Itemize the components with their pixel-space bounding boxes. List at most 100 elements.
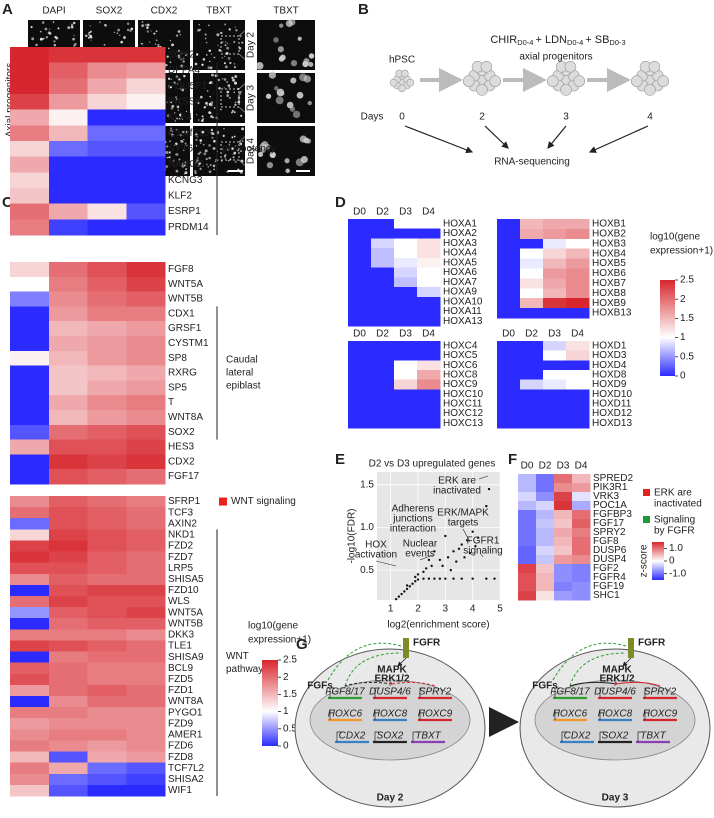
nucleus-spot	[224, 78, 227, 81]
heatmap-cell	[554, 501, 572, 510]
heatmap-cell	[348, 268, 371, 278]
heatmap-cell	[417, 248, 440, 258]
nucleus-spot	[228, 28, 230, 30]
annotation: activation	[355, 550, 397, 561]
heatmap-cell	[572, 537, 590, 546]
heatmap-cell	[10, 219, 49, 235]
row-label: SHISA2	[168, 774, 204, 785]
row-label: SOX2	[168, 49, 195, 60]
heatmap-cell	[543, 269, 566, 279]
nucleus-spot	[201, 119, 204, 122]
cell-cluster	[477, 84, 488, 95]
nucleus-spot	[225, 41, 226, 42]
heatmap-cell	[126, 157, 165, 173]
day-number: 3	[563, 112, 569, 123]
panel-letter: E	[335, 451, 345, 468]
heatmap-cell	[371, 287, 394, 297]
row-label: FZD1	[168, 685, 193, 696]
nucleus-spot	[234, 82, 237, 85]
column-header: SOX2	[96, 6, 123, 17]
heatmap-cell	[49, 652, 88, 664]
heatmap-cell	[126, 707, 165, 719]
nucleus-spot	[232, 110, 233, 111]
legend-label: inactivated	[654, 499, 702, 510]
row-label: SHISA9	[168, 652, 204, 663]
row-label: AMER1	[168, 730, 203, 741]
heatmap-cell	[348, 297, 371, 307]
sampling-arrow	[485, 126, 508, 148]
micrograph	[193, 20, 245, 70]
row-label: WIF1	[168, 785, 192, 796]
gene-label: DUSP4/6	[369, 687, 411, 698]
heatmap-cell	[554, 573, 572, 582]
nucleus-spot	[235, 161, 237, 163]
nucleus-spot	[207, 90, 209, 92]
nucleus-spot	[31, 26, 33, 28]
nucleus-spot	[180, 34, 181, 35]
heatmap-cell	[49, 707, 88, 719]
heatmap-cell	[88, 292, 127, 307]
nucleus-spot	[211, 53, 212, 54]
nucleus-spot	[71, 26, 74, 29]
heatmap-cell	[536, 537, 554, 546]
nucleus-spot	[104, 24, 106, 26]
point	[444, 535, 446, 537]
heatmap-cell	[49, 685, 88, 697]
column-header: D2	[376, 207, 389, 218]
nucleus-spot	[74, 43, 77, 46]
nucleus-spot	[196, 114, 197, 115]
heatmap-cell	[394, 229, 417, 239]
nucleus-spot	[209, 96, 211, 98]
heatmap-cell	[49, 395, 88, 410]
heatmap-cell	[417, 360, 440, 370]
nucleus-spot	[269, 71, 276, 78]
heatmap-cell	[49, 774, 88, 786]
nucleus-spot	[206, 54, 208, 56]
gene-label: HOXC8	[598, 709, 633, 720]
receptor-label: FGFR	[413, 638, 441, 649]
heatmap-cell	[371, 297, 394, 307]
heatmap-cell	[10, 585, 49, 597]
nucleus-spot	[290, 106, 295, 111]
point	[461, 577, 463, 579]
nucleus-spot	[48, 31, 51, 34]
nucleus-spot	[205, 38, 206, 39]
column-header: D3	[399, 329, 412, 340]
row-label: POU5F1	[168, 81, 207, 92]
nucleus-spot	[156, 39, 158, 41]
annotation: events	[405, 549, 434, 560]
heatmap-cell	[88, 740, 127, 752]
nucleus-spot	[208, 24, 210, 26]
point	[493, 577, 495, 579]
nucleus-spot	[286, 20, 293, 27]
nucleus-spot	[218, 79, 220, 81]
heatmap-cell	[126, 94, 165, 110]
heatmap-cell	[10, 607, 49, 619]
nucleus-spot	[46, 36, 48, 38]
heatmap-cell	[543, 380, 566, 390]
group-label: pathway	[226, 664, 263, 675]
heatmap-cell	[49, 425, 88, 440]
nucleus-spot	[35, 44, 37, 46]
colorbar-tick-label: 0.5	[680, 351, 694, 362]
heatmap-cell	[371, 370, 394, 380]
row-label: NANOG	[168, 159, 205, 170]
nucleus-spot	[285, 158, 290, 163]
colorbar-tick-label: 2.5	[680, 275, 694, 286]
heatmap-cell	[417, 229, 440, 239]
heatmap-cell	[394, 297, 417, 307]
heatmap-cell	[49, 507, 88, 519]
colorbar-tick-label: 2.5	[283, 655, 297, 666]
heatmap-cell	[126, 395, 165, 410]
heatmap-cell	[566, 298, 589, 308]
nucleus-spot	[117, 32, 119, 34]
nucleus-spot	[196, 145, 197, 146]
heatmap-cell	[88, 336, 127, 351]
nucleus-spot	[176, 34, 178, 36]
nucleus-spot	[205, 149, 208, 152]
nucleus-spot	[209, 82, 211, 84]
row-label: NKD1	[168, 530, 195, 541]
heatmap-cell	[394, 287, 417, 297]
heatmap-cell	[371, 229, 394, 239]
nucleus-spot	[213, 165, 216, 168]
